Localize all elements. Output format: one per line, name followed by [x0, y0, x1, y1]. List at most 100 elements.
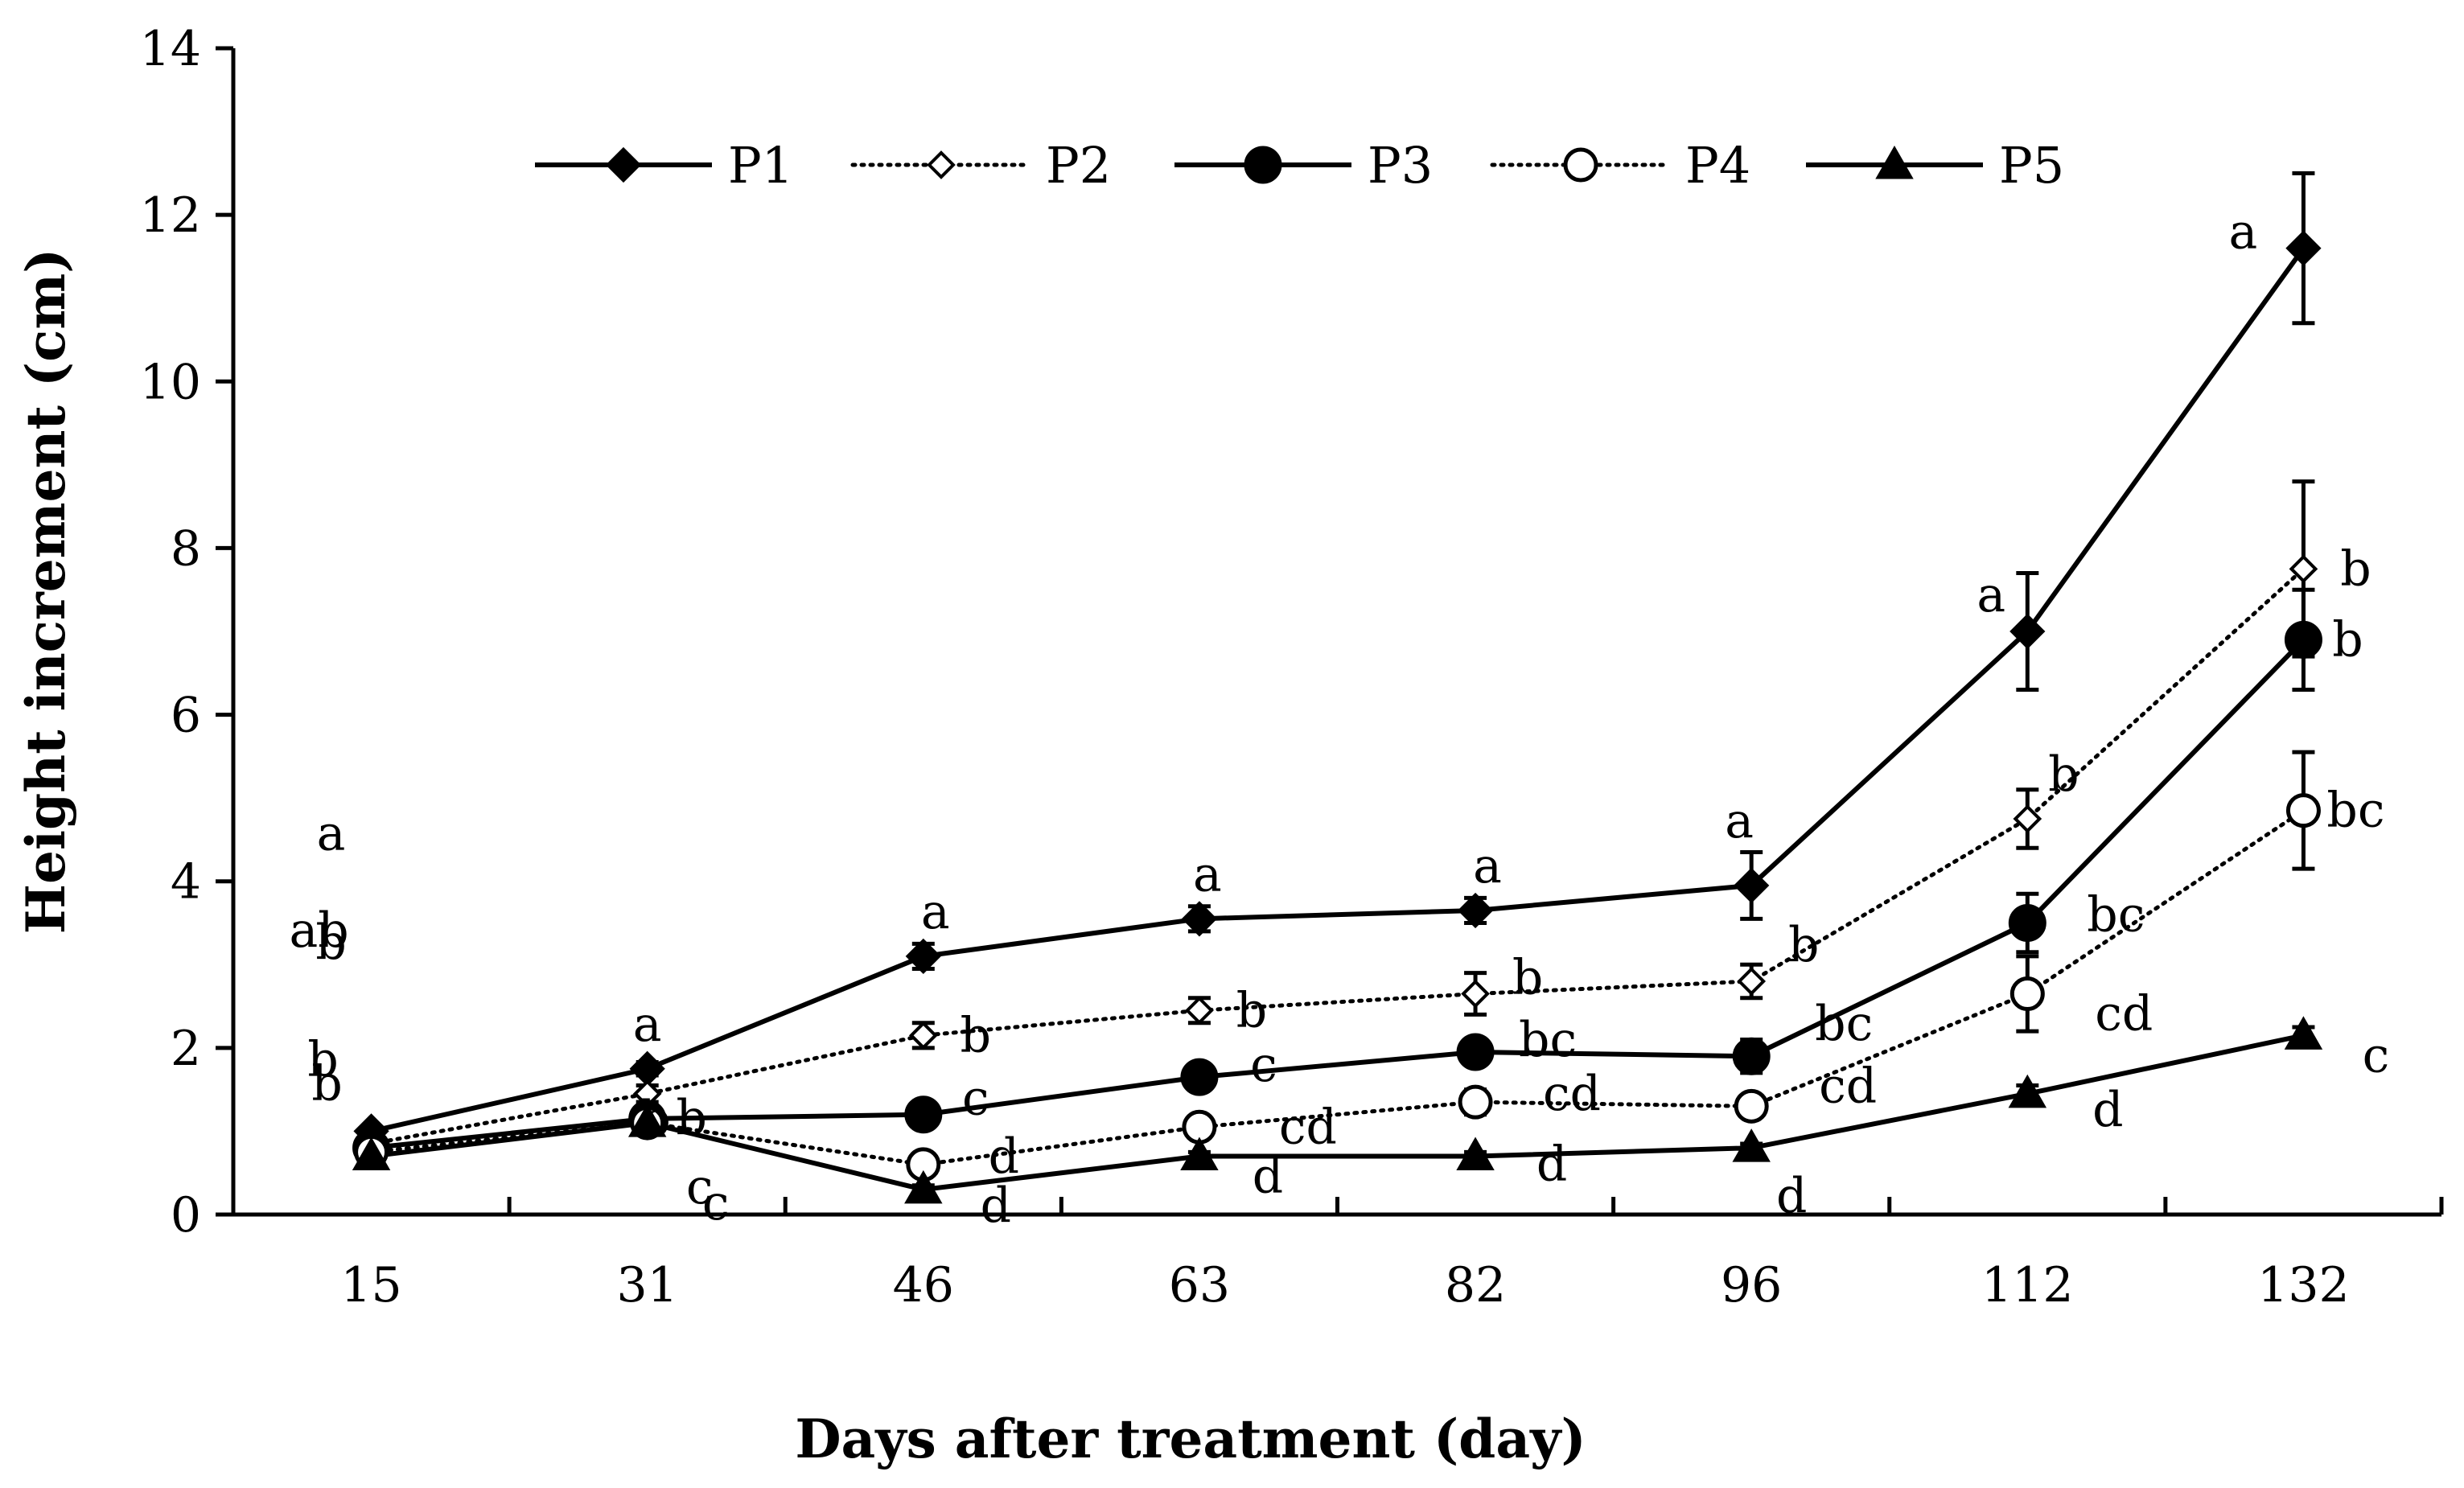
y-tick-label: 0: [171, 1187, 201, 1243]
sig-letter-p4: b: [307, 1031, 338, 1087]
marker-p5: [2284, 1016, 2323, 1050]
sig-letter-p3: b: [2332, 611, 2363, 668]
sig-letter-p5: d: [981, 1178, 1011, 1234]
sig-letter-p2: b: [1788, 917, 1819, 973]
marker-p4: [2285, 793, 2321, 828]
y-tick-label: 12: [140, 187, 201, 244]
sig-letter-p2: b: [1512, 950, 1543, 1006]
sig-letter-p3: ab: [289, 902, 348, 959]
marker-p1: [1457, 892, 1494, 929]
sig-letter-p3: c: [1250, 1037, 1277, 1093]
legend-marker-p5: [1875, 145, 1914, 179]
markers: [352, 230, 2323, 1204]
series-line-p4: [369, 808, 2306, 1167]
sig-letter-p1: a: [633, 997, 662, 1053]
x-tick-label: 96: [1721, 1257, 1782, 1313]
series-line-p5: [371, 1033, 2305, 1192]
marker-p1: [2285, 230, 2322, 266]
sig-letter-p2: b: [676, 1090, 706, 1146]
marker-p5: [352, 1137, 391, 1170]
marker-p3: [2008, 904, 2046, 942]
x-tick-label: 31: [617, 1257, 678, 1313]
x-tick-label: 15: [340, 1257, 401, 1313]
marker-p1: [1734, 867, 1770, 904]
x-tick-label: 46: [893, 1257, 954, 1313]
legend-label-p2: P2: [1046, 136, 1111, 195]
marker-p3: [1456, 1033, 1495, 1071]
sig-letter-p1: a: [1977, 567, 2005, 623]
marker-p2: [1737, 967, 1767, 996]
sig-letter-p1: a: [921, 884, 950, 940]
marker-p2: [2013, 804, 2042, 833]
sig-letter-p1: a: [1725, 793, 1754, 849]
sig-letter-p2: b: [2340, 541, 2371, 597]
sig-letter-p4: cd: [1543, 1066, 1601, 1122]
sig-letter-p5: c: [702, 1175, 730, 1231]
x-tick-label: 63: [1169, 1257, 1230, 1313]
marker-p4: [1458, 1084, 1493, 1120]
sig-letter-p2: b: [961, 1007, 991, 1063]
marker-p3: [1732, 1037, 1771, 1075]
sig-letter-p3: bc: [1519, 1012, 1577, 1068]
sig-letter-p1: a: [2229, 204, 2258, 261]
sig-letter-p3: bc: [2087, 887, 2145, 943]
marker-p1: [1181, 901, 1218, 937]
legend-label-p1: P1: [728, 136, 793, 195]
marker-p5: [1456, 1137, 1495, 1170]
y-tick-label: 10: [140, 354, 201, 410]
sig-letter-p1: a: [317, 805, 346, 861]
marker-p4: [2009, 976, 2045, 1012]
marker-p2: [2289, 554, 2318, 584]
sig-letter-p3: c: [962, 1071, 989, 1127]
marker-p5: [627, 1104, 667, 1137]
sig-letter-p4: cd: [1279, 1099, 1337, 1155]
sig-letter-p2: b: [315, 915, 346, 971]
y-tick-label: 14: [140, 21, 201, 77]
y-tick-label: 6: [171, 688, 201, 744]
sig-letter-p2: b: [1236, 982, 1267, 1038]
series-line-p3: [371, 638, 2306, 1151]
marker-p5: [2008, 1074, 2047, 1108]
sig-letter-p4: c: [686, 1159, 714, 1215]
sig-letter-p1: a: [1193, 846, 1222, 902]
y-tick-label: 2: [171, 1021, 201, 1077]
marker-p3: [2284, 620, 2322, 659]
x-tick-label: 82: [1445, 1257, 1506, 1313]
x-tick-label: 112: [1981, 1257, 2074, 1313]
legend-label-p3: P3: [1368, 136, 1433, 195]
marker-p1: [2009, 613, 2046, 650]
sig-letter-p4: cd: [1819, 1058, 1877, 1114]
sig-letter-p2: b: [2048, 746, 2079, 803]
marker-p2: [1185, 996, 1214, 1026]
marker-p5: [1180, 1137, 1219, 1170]
marker-p5: [1732, 1128, 1771, 1162]
sig-letter-p5: d: [2092, 1082, 2123, 1138]
marker-p2: [908, 1021, 938, 1050]
x-axis-title: Days after treatment (day): [795, 1408, 1586, 1470]
x-tick-label: 132: [2257, 1257, 2350, 1313]
sig-letter-p4: cd: [2095, 986, 2153, 1042]
marker-p2: [1461, 979, 1490, 1009]
y-tick-label: 4: [171, 854, 201, 910]
marker-p1: [905, 938, 941, 975]
series-line-p1: [370, 246, 2306, 1134]
sig-letter-p1: a: [1473, 838, 1502, 894]
sig-letter-p3: bc: [1815, 996, 1873, 1052]
sig-letter-p3: b: [640, 1091, 670, 1147]
legend: P1 P2 P3 P4 P5: [535, 136, 2064, 195]
sig-letter-p5: c: [2363, 1027, 2390, 1083]
legend-label-p4: P4: [1685, 136, 1750, 195]
sig-letter-p5: d: [1253, 1149, 1283, 1205]
series-lines: [369, 246, 2306, 1192]
legend-label-p5: P5: [1999, 136, 2064, 195]
marker-p5: [904, 1169, 943, 1204]
legend-marker-p2: [927, 150, 956, 179]
marker-p4: [1734, 1088, 1769, 1124]
legend-marker-p3: [1244, 146, 1282, 184]
marker-p3: [1180, 1058, 1219, 1096]
y-axis-title: Height increment (cm): [14, 249, 77, 935]
series-line-p2: [369, 566, 2306, 1146]
